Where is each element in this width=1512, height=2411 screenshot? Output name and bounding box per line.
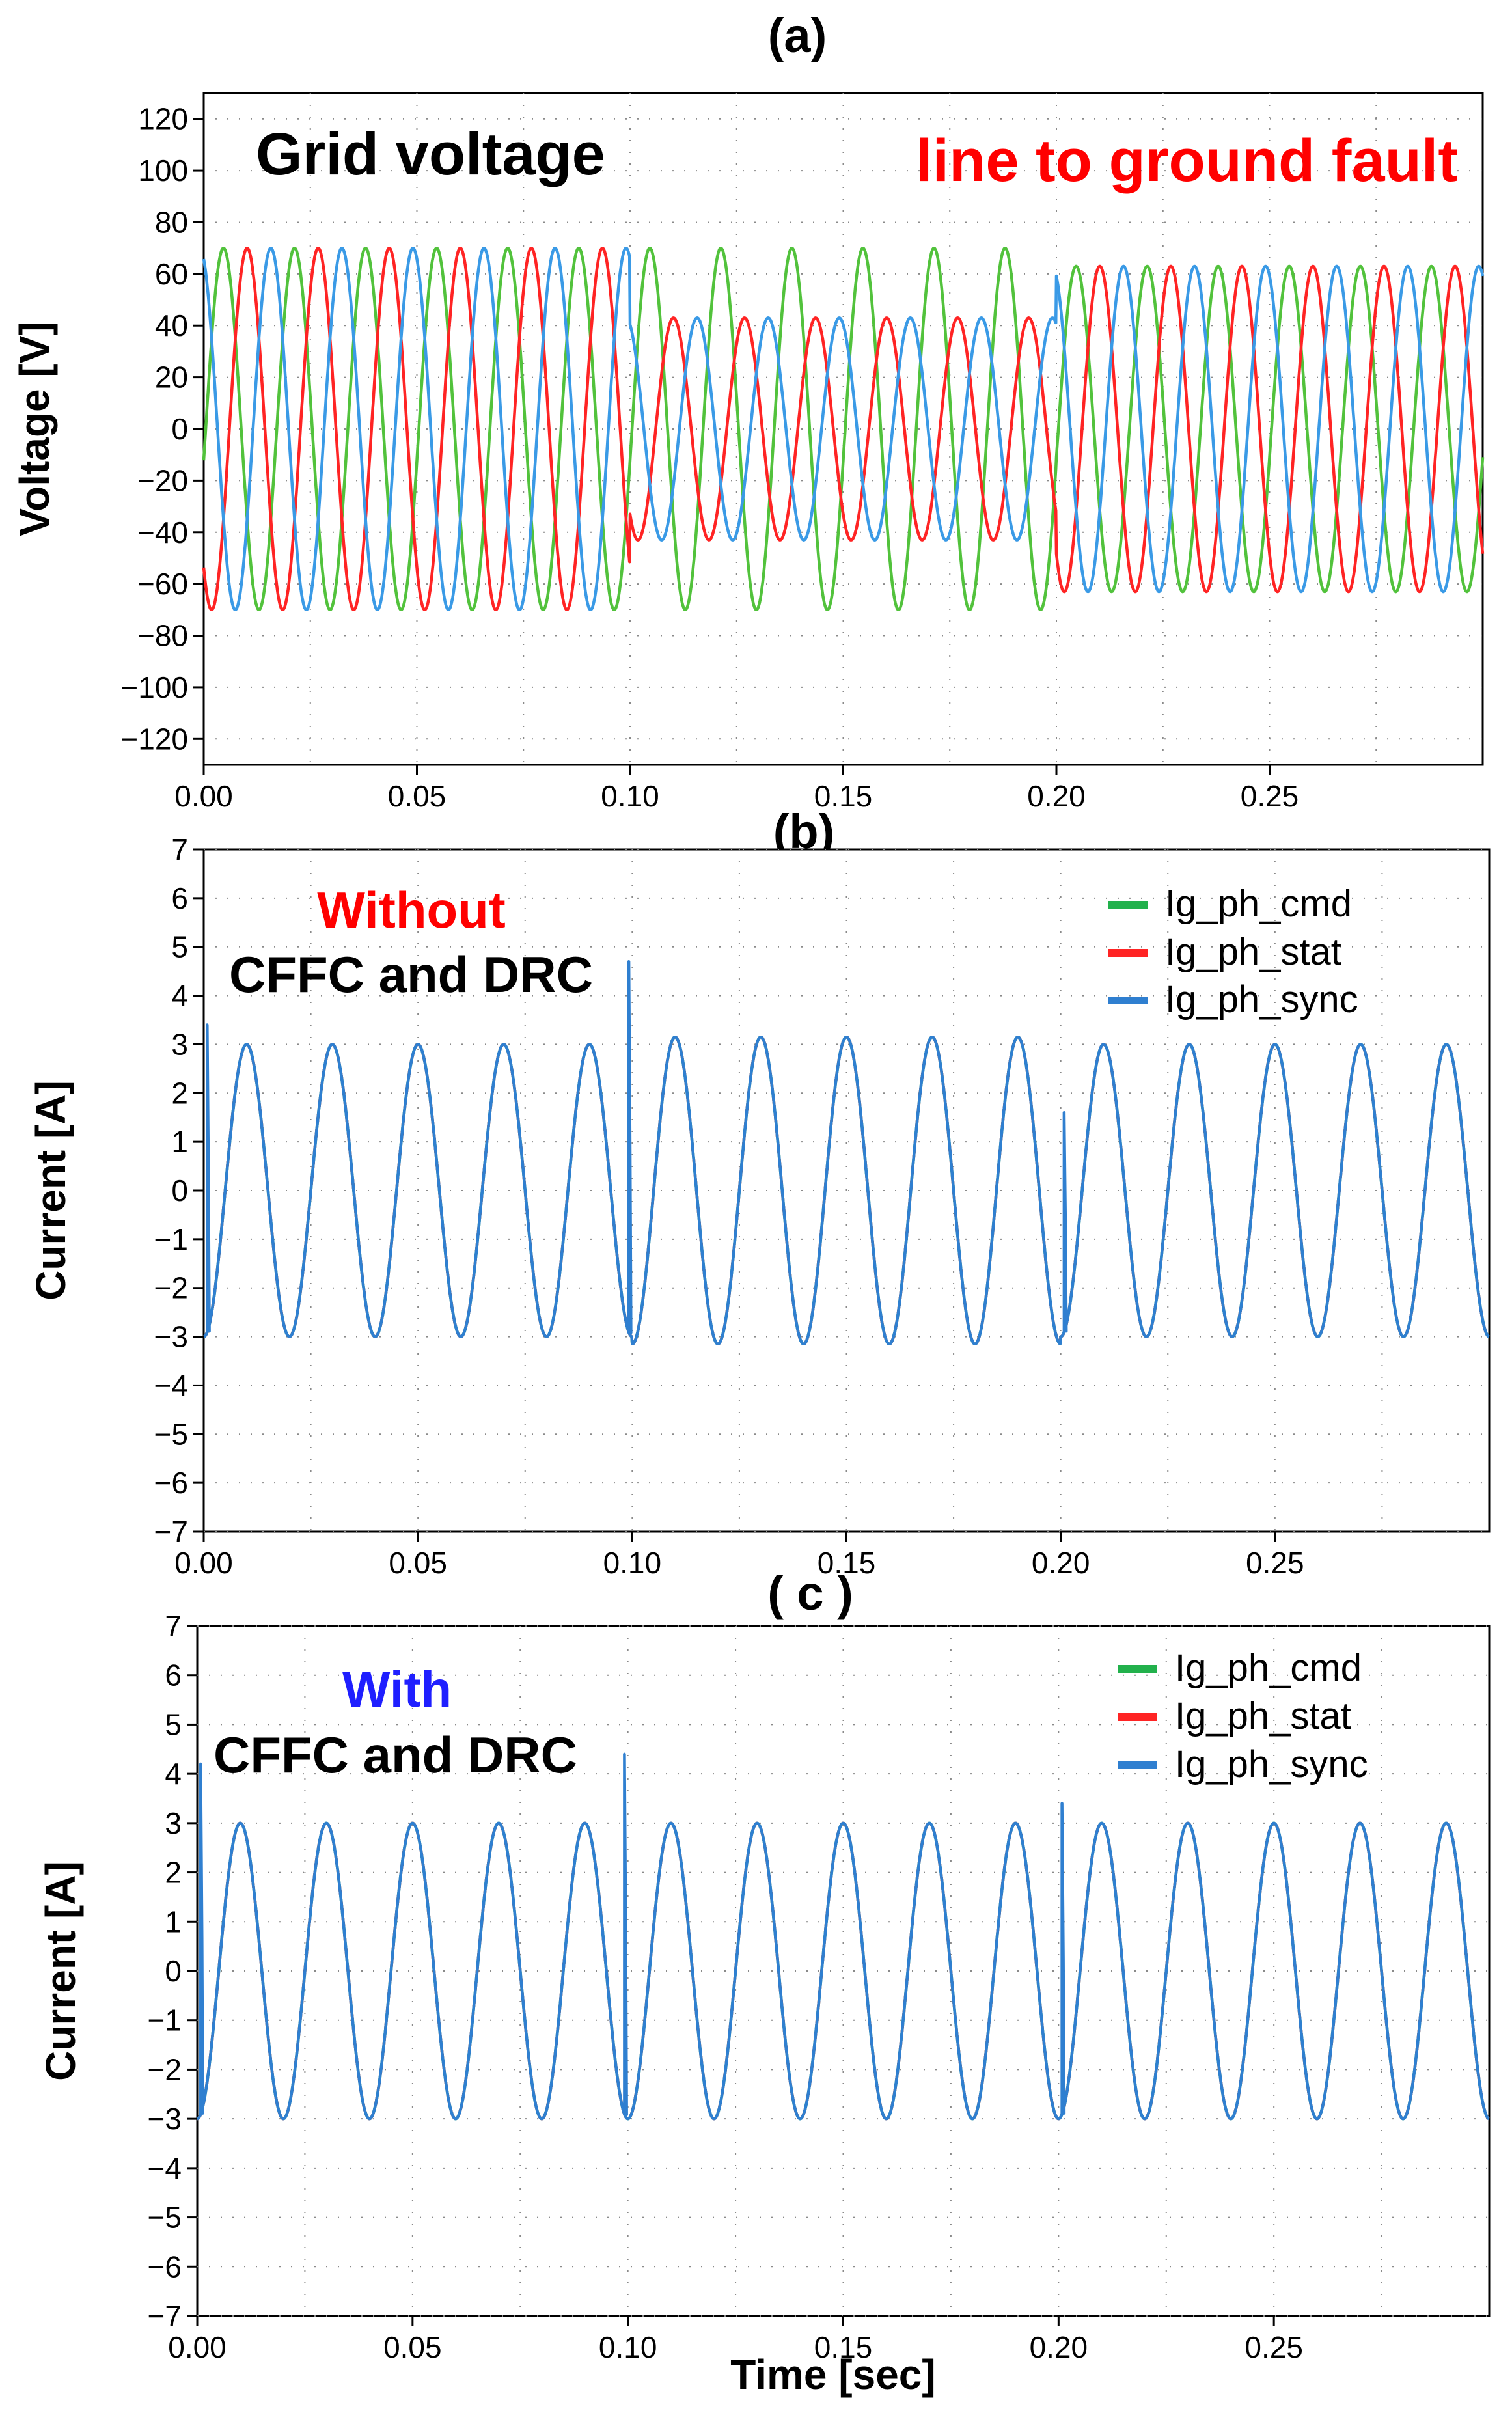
panel-c-legend-label-stat: Ig_ph_stat	[1175, 1695, 1351, 1737]
panel-b-x-tick-label: 0.25	[1246, 1546, 1304, 1580]
panel-c-y-tick-label: 5	[165, 1707, 182, 1741]
panel-a-annotation-fault: line to ground fault	[916, 128, 1458, 194]
panel-c-legend: Ig_ph_cmd Ig_ph_stat Ig_ph_sync	[1118, 1647, 1368, 1785]
panel-b-y-tick-label: −7	[154, 1515, 188, 1549]
panel-b-legend-label-sync: Ig_ph_sync	[1165, 978, 1358, 1021]
panel-b-y-tick-label: 5	[171, 930, 188, 964]
panel-b-y-tick-label: 3	[171, 1027, 188, 1061]
panel-b-series-ig-ph-sync	[202, 959, 1491, 1346]
panel-b-y-axis-title: Current [A]	[27, 1081, 74, 1301]
panel-c-y-tick-label: 4	[165, 1757, 182, 1791]
panel-b-y-tick-label: 4	[171, 979, 188, 1013]
panel-c-x-tick-label: 0.10	[599, 2330, 657, 2364]
panel-c-y-tick-label: −6	[148, 2250, 182, 2283]
panel-a-y-tick-label: −60	[137, 567, 188, 601]
panel-a-plot-area	[202, 92, 1484, 766]
panel-a-y-tick-label: 0	[171, 412, 188, 446]
panel-b-y-tick-label: −4	[154, 1368, 188, 1402]
panel-c-legend-label-cmd: Ig_ph_cmd	[1175, 1647, 1362, 1689]
panel-b-y-tick-label: −2	[154, 1271, 188, 1305]
panel-c-x-tick-label: 0.05	[383, 2330, 442, 2364]
panel-c-legend-label-sync: Ig_ph_sync	[1175, 1743, 1368, 1785]
panel-a-y-tick-label: −100	[120, 670, 188, 704]
panel-c-y-tick-label: −7	[148, 2299, 182, 2333]
panel-c-y-tick-label: 7	[165, 1609, 182, 1643]
panel-c-y-tick-label: 0	[165, 1954, 182, 1988]
panel-b-y-tick-label: −3	[154, 1320, 188, 1354]
panel-c-y-tick-label: −2	[148, 2052, 182, 2086]
panel-a-series-phase-a	[202, 246, 1485, 612]
panel-a-voltage-chart: (a) 120 100 80 60 40 20 0 −20 −40 −60 −80 −100 −120 0…	[11, 8, 1485, 813]
panel-a-y-tick-label: 60	[155, 257, 188, 291]
panel-b-legend-label-cmd: Ig_ph_cmd	[1165, 883, 1352, 925]
panel-b-x-tick-label: 0.10	[603, 1546, 662, 1580]
panel-a-x-tick-label: 0.05	[388, 779, 447, 813]
panel-a-series-phase-b	[202, 246, 1485, 612]
panel-c-y-tick-label: −5	[148, 2201, 182, 2235]
panel-c-x-tick-label: 0.25	[1244, 2330, 1303, 2364]
panel-a-y-tick-label: −120	[120, 722, 188, 756]
panel-c-series-ig-ph-sync	[196, 1752, 1491, 2121]
panel-a-x-tick-label: 0.15	[814, 779, 873, 813]
panel-b-legend: Ig_ph_cmd Ig_ph_stat Ig_ph_sync	[1108, 883, 1358, 1021]
panel-a-label: (a)	[768, 8, 827, 62]
panel-b-x-tick-label: 0.15	[818, 1546, 876, 1580]
panel-c-x-axis-title: Time [sec]	[730, 2351, 935, 2398]
panel-c-y-tick-label: −3	[148, 2102, 182, 2136]
panel-b-y-tick-label: 6	[171, 881, 188, 915]
panel-a-x-tick-label: 0.10	[601, 779, 659, 813]
panel-c-annotation-method: CFFC and DRC	[213, 1726, 577, 1784]
panel-c-label: ( c )	[767, 1566, 853, 1620]
panel-a-y-axis-title: Voltage [V]	[11, 322, 58, 536]
panel-a-annotation-grid-voltage: Grid voltage	[256, 121, 605, 187]
panel-a-x-tick-label: 0.00	[174, 779, 233, 813]
panel-c-y-tick-label: 6	[165, 1659, 182, 1692]
panel-c-annotation-with: With	[342, 1660, 452, 1718]
panel-c-y-axis-title: Current [A]	[37, 1861, 84, 2081]
panel-b-x-tick-label: 0.05	[389, 1546, 447, 1580]
panel-c-x-tick-label: 0.20	[1030, 2330, 1088, 2364]
panel-a-y-tick-label: 80	[155, 205, 188, 239]
panel-b-annotation-without: Without	[317, 881, 506, 939]
panel-a-y-tick-label: 100	[138, 154, 188, 187]
panel-a-y-tick-label: 20	[155, 361, 188, 394]
panel-c-y-tick-label: −1	[148, 2004, 182, 2037]
panel-a-y-tick-label: −80	[137, 619, 188, 653]
panel-b-y-tick-label: 1	[171, 1125, 188, 1159]
panel-c-x-tick-label: 0.00	[168, 2330, 227, 2364]
panel-c-y-tick-label: −4	[148, 2151, 182, 2185]
panel-b-y-tick-label: 0	[171, 1174, 188, 1207]
panel-b-legend-label-stat: Ig_ph_stat	[1165, 931, 1341, 973]
panel-a-y-tick-label: −20	[137, 463, 188, 497]
panel-a-y-tick-label: 120	[138, 102, 188, 136]
panel-b-y-tick-label: −1	[154, 1222, 188, 1256]
panel-b-annotation-method: CFFC and DRC	[229, 946, 593, 1003]
panel-c-y-tick-label: 3	[165, 1806, 182, 1840]
panel-a-x-tick-label: 0.25	[1241, 779, 1299, 813]
panel-b-x-tick-label: 0.00	[174, 1546, 233, 1580]
panel-b-x-tick-label: 0.20	[1032, 1546, 1090, 1580]
panel-c-y-tick-label: 2	[165, 1856, 182, 1890]
panel-b-y-tick-label: 2	[171, 1076, 188, 1110]
panel-a-y-tick-label: 40	[155, 309, 188, 342]
panel-a-x-tick-label: 0.20	[1027, 779, 1086, 813]
panel-b-y-tick-label: −5	[154, 1417, 188, 1451]
panel-a-series-phase-c	[202, 246, 1485, 612]
panel-b-y-tick-label: 7	[171, 833, 188, 866]
panel-c-current-chart: ( c ) 7 6 5 4 3 2 1 0 −1 −2 −3 −4 −5 −6 −70.00 0.05 0.10…	[37, 1566, 1491, 2398]
panel-c-x-tick-label: 0.15	[814, 2330, 873, 2364]
panel-b-y-tick-label: −6	[154, 1466, 188, 1500]
panel-c-y-tick-label: 1	[165, 1905, 182, 1938]
panel-a-y-tick-label: −40	[137, 516, 188, 549]
